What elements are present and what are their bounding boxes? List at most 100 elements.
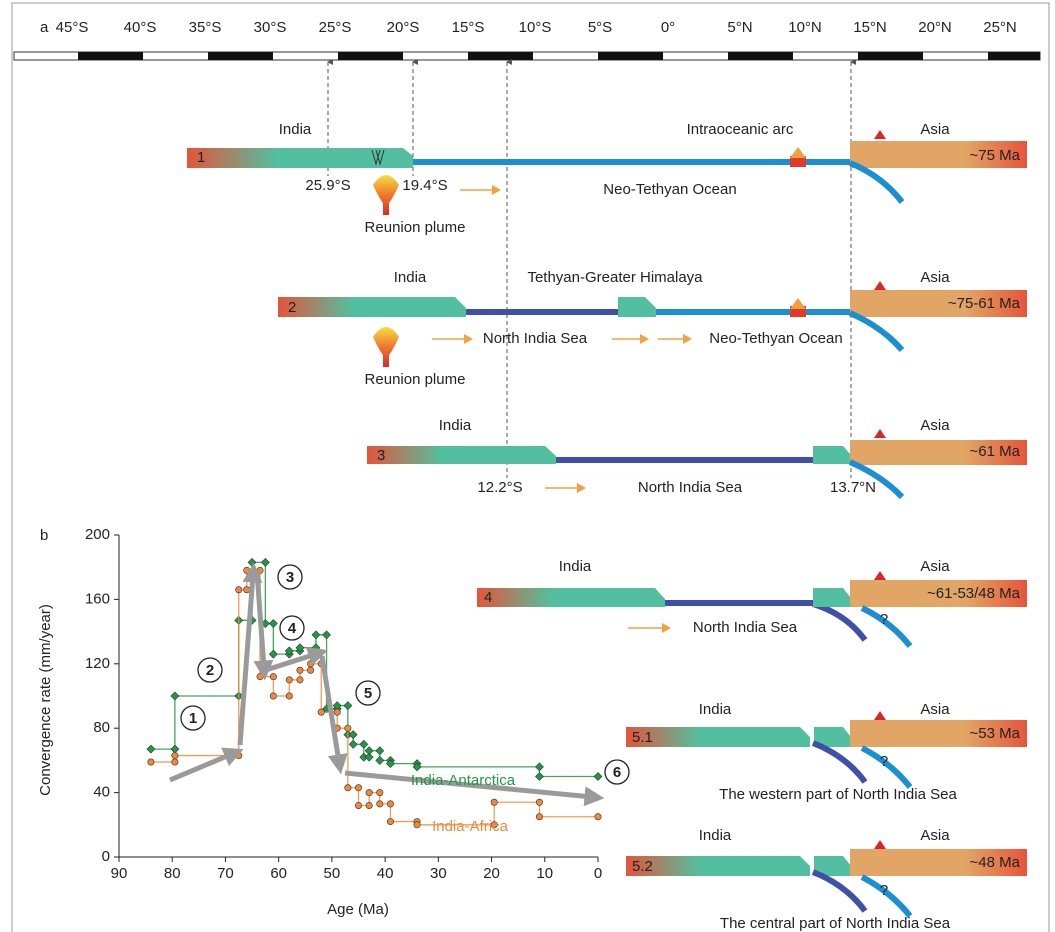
latitude-tick-label: 5°S bbox=[588, 19, 612, 36]
y-tick-label: 80 bbox=[93, 719, 110, 736]
scale-segment bbox=[78, 52, 143, 60]
marker bbox=[147, 745, 155, 753]
india-plate bbox=[477, 588, 665, 607]
marker bbox=[345, 725, 351, 731]
tethyan-himalaya bbox=[813, 446, 851, 464]
marker bbox=[344, 702, 352, 710]
latitude-tick-label: 10°N bbox=[788, 19, 822, 36]
marker bbox=[171, 745, 179, 753]
slab bbox=[850, 313, 902, 350]
x-tick-label: 10 bbox=[536, 865, 553, 882]
marker bbox=[244, 567, 250, 573]
trend-arrow bbox=[240, 575, 253, 745]
india-label: India bbox=[394, 269, 427, 286]
latitude-tick-label: 15°S bbox=[452, 19, 485, 36]
annotation: The western part of North India Sea bbox=[719, 786, 957, 803]
marker bbox=[312, 631, 320, 639]
latitude-tick-label: 20°S bbox=[387, 19, 420, 36]
marker bbox=[257, 673, 263, 679]
india-label: India bbox=[279, 121, 312, 138]
scale-segment bbox=[858, 52, 923, 60]
marker bbox=[318, 709, 324, 715]
latitude-label: 12.2°S bbox=[477, 479, 522, 496]
annotation: Reunion plume bbox=[365, 219, 466, 236]
latitude-label: 13.7°N bbox=[830, 479, 876, 496]
annotation: 3 bbox=[286, 569, 294, 586]
marker bbox=[312, 644, 320, 652]
annotation: Intraoceanic arc bbox=[687, 121, 794, 138]
volcano bbox=[874, 429, 886, 438]
latitude-tick-label: 25°N bbox=[983, 19, 1017, 36]
plume bbox=[373, 327, 399, 367]
motion-arrow bbox=[683, 334, 692, 344]
marker bbox=[269, 650, 277, 658]
x-tick-label: 60 bbox=[270, 865, 287, 882]
annotation: North India Sea bbox=[483, 330, 588, 347]
arc bbox=[790, 147, 806, 158]
marker bbox=[366, 789, 372, 795]
annotation: ? bbox=[880, 611, 888, 628]
series-label: India-Africa bbox=[432, 818, 509, 835]
annotation: ? bbox=[880, 753, 888, 770]
marker bbox=[297, 677, 303, 683]
marker bbox=[323, 631, 331, 639]
x-tick-label: 20 bbox=[483, 865, 500, 882]
age-label: ~61 Ma bbox=[970, 443, 1021, 460]
asia-label: Asia bbox=[920, 701, 950, 718]
stage-number: 3 bbox=[377, 447, 385, 464]
x-tick-label: 30 bbox=[430, 865, 447, 882]
plume bbox=[373, 175, 399, 215]
x-axis-title: Age (Ma) bbox=[327, 901, 389, 918]
marker bbox=[387, 801, 393, 807]
marker bbox=[171, 692, 179, 700]
marker bbox=[377, 789, 383, 795]
scale-segment bbox=[468, 52, 533, 60]
trend-arrow bbox=[257, 572, 264, 668]
scale-segment bbox=[598, 52, 663, 60]
y-tick-label: 40 bbox=[93, 784, 110, 801]
latitude-tick-label: 10°S bbox=[519, 19, 552, 36]
india-plate bbox=[278, 297, 466, 317]
x-tick-label: 80 bbox=[164, 865, 181, 882]
latitude-tick-label: 20°N bbox=[918, 19, 952, 36]
annotation: 5 bbox=[364, 685, 372, 702]
annotation: Tethyan-Greater Himalaya bbox=[527, 269, 703, 286]
scale-segment bbox=[338, 52, 403, 60]
marker bbox=[236, 587, 242, 593]
motion-arrow bbox=[662, 623, 671, 633]
india-plate bbox=[187, 148, 413, 168]
india-label: India bbox=[699, 827, 732, 844]
marker bbox=[366, 802, 372, 808]
panel-label: b bbox=[40, 527, 48, 544]
stage-number: 4 bbox=[484, 589, 492, 606]
marker bbox=[261, 558, 269, 566]
india-label: India bbox=[559, 558, 592, 575]
marker bbox=[172, 759, 178, 765]
marker bbox=[535, 763, 543, 771]
marker bbox=[334, 709, 340, 715]
marker bbox=[236, 752, 242, 758]
scale-segment bbox=[208, 52, 273, 60]
marker bbox=[377, 801, 383, 807]
y-tick-label: 160 bbox=[85, 590, 110, 607]
annotation: Neo-Tethyan Ocean bbox=[603, 181, 736, 198]
asia-label: Asia bbox=[920, 121, 950, 138]
marker bbox=[491, 799, 497, 805]
latitude-tick-label: 0° bbox=[661, 19, 675, 36]
stage-number: 1 bbox=[197, 149, 205, 166]
marker bbox=[307, 661, 313, 667]
plot: 040801201602009080706050403020100123456I… bbox=[85, 526, 629, 882]
marker bbox=[248, 558, 256, 566]
latitude-tick-label: 45°S bbox=[56, 19, 89, 36]
motion-arrow bbox=[464, 334, 473, 344]
age-label: ~53 Ma bbox=[970, 725, 1021, 742]
latitude-tick-label: 30°S bbox=[254, 19, 287, 36]
marker bbox=[595, 814, 601, 820]
marker bbox=[387, 818, 393, 824]
y-tick-label: 120 bbox=[85, 655, 110, 672]
volcano bbox=[874, 711, 886, 720]
asia-label: Asia bbox=[920, 827, 950, 844]
arc bbox=[790, 298, 806, 309]
annotation: 4 bbox=[288, 620, 297, 637]
